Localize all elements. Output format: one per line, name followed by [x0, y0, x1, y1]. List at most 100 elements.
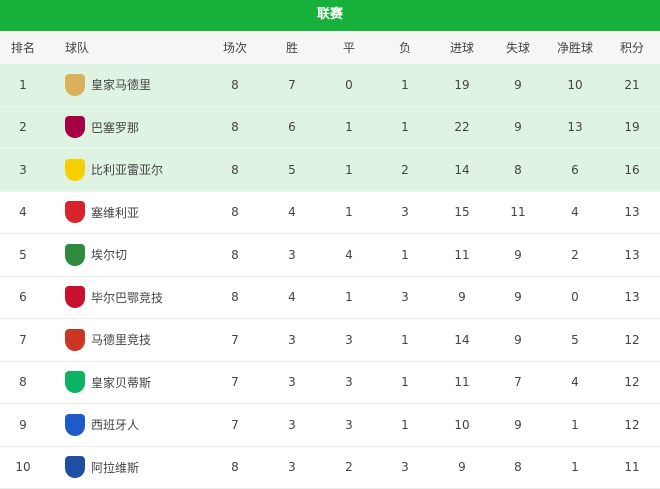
header-lost: 负 — [380, 31, 430, 64]
drawn: 1 — [324, 192, 374, 234]
team-cell[interactable]: 皇家贝蒂斯 — [65, 362, 151, 404]
athletic-bilbao-crest-icon — [65, 286, 85, 308]
won: 3 — [267, 234, 317, 276]
lost: 1 — [380, 107, 430, 149]
goals-against: 11 — [493, 192, 543, 234]
played: 7 — [210, 362, 260, 404]
goals-for: 19 — [437, 64, 487, 106]
won: 5 — [267, 149, 317, 191]
team-cell[interactable]: 塞维利亚 — [65, 192, 139, 234]
rank: 7 — [0, 319, 48, 361]
lost: 1 — [380, 319, 430, 361]
points: 12 — [607, 362, 657, 404]
header-goal-diff: 净胜球 — [550, 31, 600, 64]
lost: 3 — [380, 447, 430, 489]
header-drawn: 平 — [324, 31, 374, 64]
sevilla-crest-icon — [65, 201, 85, 223]
drawn: 4 — [324, 234, 374, 276]
points: 12 — [607, 319, 657, 361]
lost: 2 — [380, 149, 430, 191]
header-played: 场次 — [210, 31, 260, 64]
points: 13 — [607, 192, 657, 234]
won: 4 — [267, 277, 317, 319]
goals-for: 9 — [437, 447, 487, 489]
goals-for: 15 — [437, 192, 487, 234]
points: 13 — [607, 277, 657, 319]
team-cell[interactable]: 毕尔巴鄂竞技 — [65, 277, 163, 319]
team-cell[interactable]: 皇家马德里 — [65, 64, 151, 106]
goals-against: 9 — [493, 234, 543, 276]
team-cell[interactable]: 西班牙人 — [65, 404, 139, 446]
goals-for: 22 — [437, 107, 487, 149]
team-cell[interactable]: 巴塞罗那 — [65, 107, 139, 149]
lost: 1 — [380, 234, 430, 276]
team-cell[interactable]: 埃尔切 — [65, 234, 127, 276]
header-rank: 排名 — [0, 31, 48, 64]
goals-against: 9 — [493, 64, 543, 106]
alaves-crest-icon — [65, 456, 85, 478]
goals-for: 14 — [437, 149, 487, 191]
won: 3 — [267, 319, 317, 361]
team-name: 皇家马德里 — [91, 76, 151, 93]
goals-for: 10 — [437, 404, 487, 446]
goal-diff: 13 — [550, 107, 600, 149]
header-points: 积分 — [607, 31, 657, 64]
points: 16 — [607, 149, 657, 191]
header-won: 胜 — [267, 31, 317, 64]
goals-against: 9 — [493, 404, 543, 446]
table-header: 排名 球队 场次 胜 平 负 进球 失球 净胜球 积分 — [0, 31, 660, 64]
team-name: 巴塞罗那 — [91, 119, 139, 136]
header-goals-for: 进球 — [437, 31, 487, 64]
goal-diff: 4 — [550, 362, 600, 404]
drawn: 3 — [324, 362, 374, 404]
lost: 3 — [380, 277, 430, 319]
league-title: 联赛 — [0, 0, 660, 31]
team-name: 毕尔巴鄂竞技 — [91, 289, 163, 306]
team-name: 马德里竞技 — [91, 331, 151, 348]
lost: 3 — [380, 192, 430, 234]
rank: 8 — [0, 362, 48, 404]
team-name: 埃尔切 — [91, 246, 127, 263]
team-name: 皇家贝蒂斯 — [91, 374, 151, 391]
goals-against: 9 — [493, 319, 543, 361]
played: 8 — [210, 277, 260, 319]
played: 8 — [210, 149, 260, 191]
played: 8 — [210, 107, 260, 149]
team-cell[interactable]: 阿拉维斯 — [65, 447, 139, 489]
rank: 2 — [0, 107, 48, 149]
team-cell[interactable]: 比利亚雷亚尔 — [65, 149, 163, 191]
goal-diff: 6 — [550, 149, 600, 191]
espanyol-crest-icon — [65, 414, 85, 436]
header-team: 球队 — [65, 31, 89, 64]
goals-against: 8 — [493, 149, 543, 191]
won: 4 — [267, 192, 317, 234]
goals-for: 11 — [437, 234, 487, 276]
rank: 6 — [0, 277, 48, 319]
goal-diff: 2 — [550, 234, 600, 276]
elche-crest-icon — [65, 244, 85, 266]
team-name: 西班牙人 — [91, 416, 139, 433]
goal-diff: 0 — [550, 277, 600, 319]
header-goals-against: 失球 — [493, 31, 543, 64]
real-betis-crest-icon — [65, 371, 85, 393]
goals-against: 8 — [493, 447, 543, 489]
rank: 3 — [0, 149, 48, 191]
played: 8 — [210, 447, 260, 489]
rank: 9 — [0, 404, 48, 446]
won: 6 — [267, 107, 317, 149]
lost: 1 — [380, 64, 430, 106]
goal-diff: 10 — [550, 64, 600, 106]
team-cell[interactable]: 马德里竞技 — [65, 319, 151, 361]
points: 13 — [607, 234, 657, 276]
